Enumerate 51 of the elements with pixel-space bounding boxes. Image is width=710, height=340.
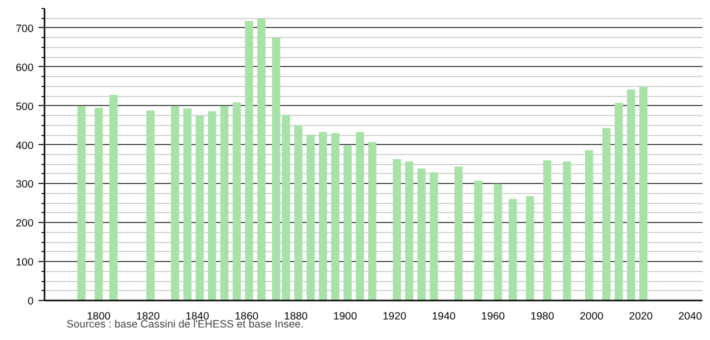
bar	[585, 150, 594, 300]
bar	[508, 198, 517, 300]
bar	[526, 196, 534, 300]
bar	[417, 168, 426, 300]
bar	[405, 162, 414, 300]
x-tick-label: 2000	[580, 310, 604, 322]
x-tick-label: 1980	[530, 310, 554, 322]
bar	[232, 102, 241, 300]
bar	[494, 184, 502, 300]
bar	[639, 87, 648, 300]
x-tick-label: 1940	[432, 310, 456, 322]
x-tick-label: 2020	[629, 310, 653, 322]
bar	[146, 110, 155, 300]
bar	[196, 116, 204, 300]
bar	[356, 132, 364, 300]
y-tick-label: 0	[28, 296, 34, 308]
y-tick-label: 600	[16, 62, 34, 74]
x-tick-label: 1960	[481, 310, 505, 322]
x-tick-label: 1900	[333, 310, 358, 322]
bar	[331, 133, 340, 300]
bar	[183, 108, 192, 300]
bar	[392, 159, 402, 300]
x-tick-label: 2040	[678, 310, 702, 322]
y-tick-label: 300	[16, 178, 34, 191]
bar	[543, 160, 552, 300]
y-tick-label: 200	[16, 218, 34, 230]
bar	[220, 106, 229, 300]
bar	[171, 106, 180, 300]
y-tick-label: 700	[16, 22, 34, 35]
bar	[294, 125, 302, 300]
bar	[614, 102, 623, 300]
bar	[318, 132, 328, 300]
bar	[94, 108, 103, 300]
bar	[602, 128, 610, 300]
x-tick-label: 1920	[382, 310, 406, 322]
bar	[109, 94, 118, 300]
bar	[626, 89, 636, 300]
bar	[244, 20, 254, 300]
bar	[344, 146, 352, 300]
bar	[430, 172, 438, 300]
bar	[77, 106, 86, 300]
bar	[306, 134, 315, 300]
bar	[562, 162, 572, 300]
bar	[257, 18, 266, 300]
bar	[474, 180, 482, 300]
bar	[208, 111, 216, 300]
y-tick-label: 100	[16, 256, 34, 269]
y-tick-label: 500	[16, 100, 34, 113]
y-tick-label: 400	[16, 140, 34, 152]
bar	[368, 142, 376, 300]
bar	[454, 166, 463, 300]
